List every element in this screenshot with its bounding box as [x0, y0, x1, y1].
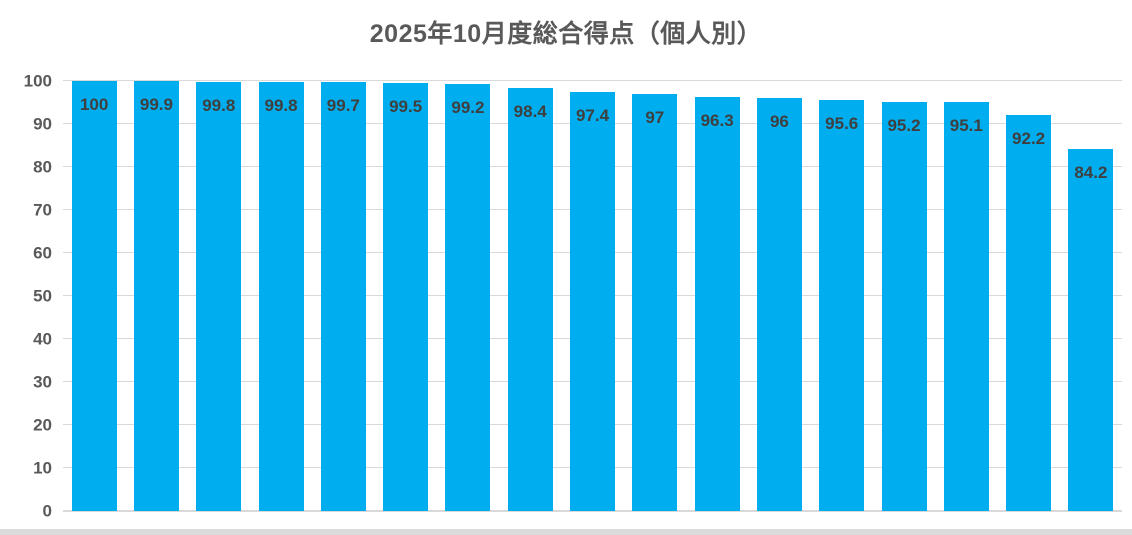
y-tick-label-70: 70: [33, 200, 52, 220]
y-tick-label-100: 100: [23, 71, 52, 91]
bar-data-label: 98.4: [513, 101, 547, 121]
bar-data-label: 96: [769, 112, 789, 132]
y-tick-label-30: 30: [33, 372, 52, 392]
bar-data-label: 99.8: [202, 95, 236, 115]
bar-data-label: 95.2: [887, 115, 921, 135]
bar-slot: 99.8: [188, 81, 250, 511]
bar-slot: 99.9: [125, 81, 187, 511]
y-tick-label-90: 90: [33, 114, 52, 134]
bar-slot: 97: [624, 81, 686, 511]
bar-data-label: 99.5: [389, 97, 423, 117]
bar[interactable]: 99.9: [133, 81, 179, 511]
bar-data-label: 92.2: [1012, 128, 1046, 148]
bar-slot: 95.2: [873, 81, 935, 511]
bar-data-label: 100: [79, 95, 109, 114]
bar[interactable]: 99.5: [383, 83, 429, 511]
bar-data-label: 97.4: [575, 106, 610, 126]
bar[interactable]: 95.1: [943, 102, 989, 511]
bar-data-label: 99.7: [326, 96, 360, 116]
bar[interactable]: 98.4: [507, 87, 553, 511]
bar-data-label: 95.6: [825, 113, 859, 133]
y-tick-label-60: 60: [33, 243, 52, 263]
gridline-100: [63, 80, 1122, 81]
bar[interactable]: 92.2: [1006, 114, 1052, 511]
bar[interactable]: 99.8: [196, 81, 242, 511]
y-tick-label-80: 80: [33, 157, 52, 177]
y-tick-label-20: 20: [33, 415, 52, 435]
bar[interactable]: 97: [632, 93, 678, 511]
bar[interactable]: 99.8: [258, 81, 304, 511]
bar[interactable]: 97.4: [570, 92, 616, 511]
bar-slot: 92.2: [997, 81, 1059, 511]
bar[interactable]: 100: [71, 81, 117, 511]
bar[interactable]: 99.2: [445, 84, 491, 511]
bar[interactable]: 95.6: [819, 99, 865, 511]
bar-slot: 98.4: [499, 81, 561, 511]
y-tick-label-10: 10: [33, 458, 52, 478]
y-tick-label-40: 40: [33, 329, 52, 349]
bar-series: 100 99.9 99.8 99.8 99.7 99.5 99.2 98.4 97.4 97 96.…: [63, 81, 1122, 511]
bar-data-label: 96.3: [700, 110, 734, 130]
bar[interactable]: 99.7: [320, 82, 366, 511]
bar-data-label: 84.2: [1074, 162, 1108, 182]
bar-slot: 99.7: [312, 81, 374, 511]
bar[interactable]: 96: [756, 98, 802, 511]
chart-title: 2025年10月度総合得点（個人別）: [369, 20, 763, 48]
bar-slot: 99.8: [250, 81, 312, 511]
y-tick-label-50: 50: [33, 286, 52, 306]
bar[interactable]: 95.2: [881, 101, 927, 511]
bar-data-label: 99.2: [451, 98, 485, 118]
bar-slot: 95.1: [935, 81, 997, 511]
bar[interactable]: 96.3: [694, 96, 740, 511]
plot-area[interactable]: 100 99.9 99.8 99.8 99.7 99.5 99.2 98.4 97.4 97 96.…: [63, 80, 1122, 512]
bar-data-label: 99.8: [264, 95, 298, 115]
bottom-divider: [0, 529, 1132, 535]
bar-slot: 95.6: [811, 81, 873, 511]
y-tick-label-0: 0: [42, 501, 52, 521]
x-axis-line: [63, 511, 1122, 512]
bar-slot: 99.5: [374, 81, 436, 511]
bar-data-label: 99.9: [139, 95, 173, 115]
bar-slot: 84.2: [1060, 81, 1122, 511]
bar-slot: 97.4: [561, 81, 623, 511]
bar-slot: 96: [748, 81, 810, 511]
y-axis: 0 10 20 30 40 50 60 70 80 90 100: [0, 73, 56, 520]
bar-data-label: 97: [645, 107, 665, 127]
bar-slot: 96.3: [686, 81, 748, 511]
bar-slot: 99.2: [437, 81, 499, 511]
bar[interactable]: 84.2: [1068, 148, 1114, 511]
bar-slot: 100: [63, 81, 125, 511]
bar-data-label: 95.1: [949, 116, 983, 136]
